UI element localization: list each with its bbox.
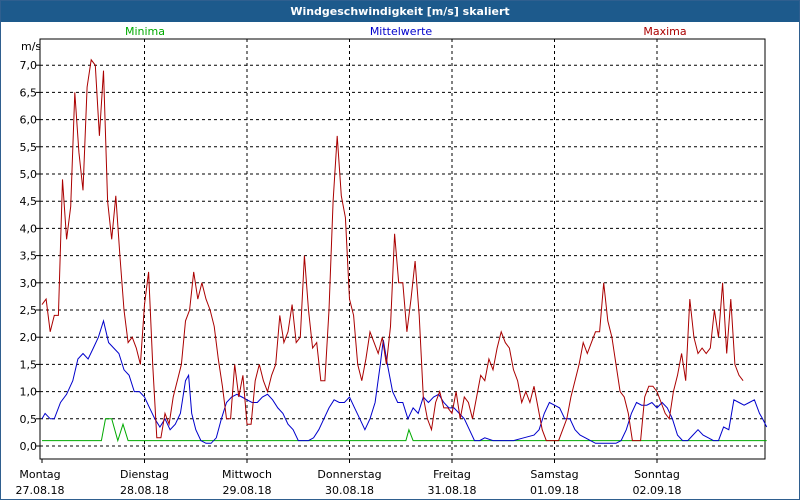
y-tick-label: 2,0 <box>20 331 38 344</box>
series-line-mittelwerte <box>41 319 768 444</box>
grid-lines <box>40 39 765 459</box>
y-tick-label: 3,0 <box>20 277 38 290</box>
y-tick-label: 0,0 <box>20 440 38 453</box>
legend-item-minima: Minima <box>125 25 165 38</box>
y-tick-label: 3,5 <box>20 250 38 263</box>
y-tick-label: 6,0 <box>20 114 38 127</box>
y-tick-label: 7,0 <box>20 59 38 72</box>
y-tick-label: 0,5 <box>20 413 38 426</box>
x-day-label: Samstag <box>530 468 578 481</box>
y-tick-label: 5,5 <box>20 141 38 154</box>
x-day-label: Montag <box>19 468 60 481</box>
y-tick-label: 4,0 <box>20 222 38 235</box>
x-axis: Montag 27.08.18 Dienstag 28.08.18 Mittwoch 29… <box>16 459 682 497</box>
window-title: Windgeschwindigkeit [m/s] skaliert <box>1 1 799 22</box>
y-tick-label: 1,5 <box>20 358 38 371</box>
y-tick-label: 4,5 <box>20 195 38 208</box>
y-axis-label: m/s <box>21 40 41 53</box>
y-tick-label: 2,5 <box>20 304 38 317</box>
x-day-label: Freitag <box>433 468 471 481</box>
x-day-label: Dienstag <box>120 468 169 481</box>
series-line-maxima <box>41 58 744 442</box>
x-day-label: Sonntag <box>634 468 680 481</box>
series-group <box>41 58 768 444</box>
x-day-label: Mittwoch <box>222 468 272 481</box>
x-date-label: 30.08.18 <box>325 484 374 497</box>
y-tick-label: 5,0 <box>20 168 38 181</box>
plot-area <box>39 38 766 460</box>
y-axis: 0,0 0,5 1,0 1,5 2,0 2,5 3,0 3,5 4,0 4,5 5,0 5,5 6,0 6… <box>20 40 42 453</box>
x-date-label: 02.09.18 <box>633 484 682 497</box>
series-line-minima <box>42 418 767 443</box>
x-date-label: 27.08.18 <box>16 484 65 497</box>
legend: Minima Mittelwerte Maxima <box>125 25 687 38</box>
x-date-label: 28.08.18 <box>120 484 169 497</box>
y-tick-label: 1,0 <box>20 386 38 399</box>
x-date-label: 31.08.18 <box>428 484 477 497</box>
y-tick-label: 6,5 <box>20 86 38 99</box>
legend-item-maxima: Maxima <box>643 25 686 38</box>
x-day-label: Donnerstag <box>317 468 381 481</box>
legend-item-mittelwerte: Mittelwerte <box>370 25 433 38</box>
x-date-label: 29.08.18 <box>223 484 272 497</box>
x-date-label: 01.09.18 <box>530 484 579 497</box>
